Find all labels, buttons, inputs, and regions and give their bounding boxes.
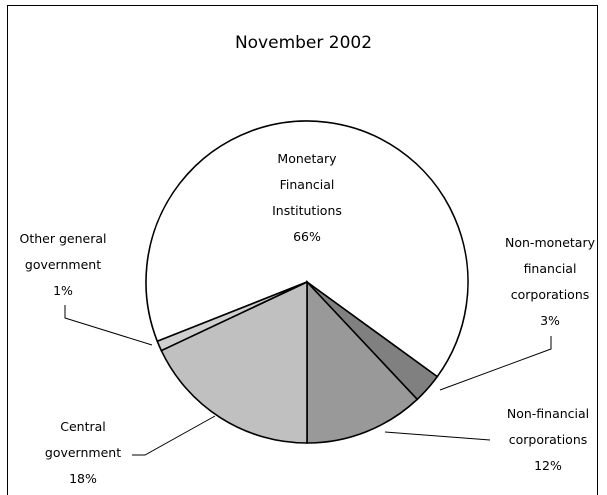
slice-value: 12% [534,458,562,473]
slice-value: 3% [540,313,560,328]
slice-label: Non-financial corporations 12% [493,401,603,479]
slice-label: Central government 18% [23,414,143,492]
slice-name: Non-financial corporations [506,406,590,447]
chart-frame [7,5,598,495]
slice-name: Monetary Financial Institutions [272,151,342,218]
pie-slice [145,120,469,378]
slice-name: Central government [44,419,122,460]
slice-label: Monetary Financial Institutions 66% [252,146,362,250]
leader-line [384,431,491,441]
slice-value: 18% [69,471,97,486]
slice-value: 1% [53,283,73,298]
slice-label: Other general government 1% [3,226,123,304]
slice-name: Non-monetary financial corporations [505,235,595,302]
leader-line [132,415,216,456]
pie-slice [306,279,419,444]
chart-title: November 2002 [234,33,373,53]
leader-line [64,305,153,346]
pie-slice [160,280,308,444]
leader-line [439,336,552,391]
slice-value: 66% [293,229,321,244]
slice-label: Non-monetary financial corporations 3% [495,230,605,334]
pie-slice [156,281,308,352]
slice-name: Other general government [19,231,107,272]
